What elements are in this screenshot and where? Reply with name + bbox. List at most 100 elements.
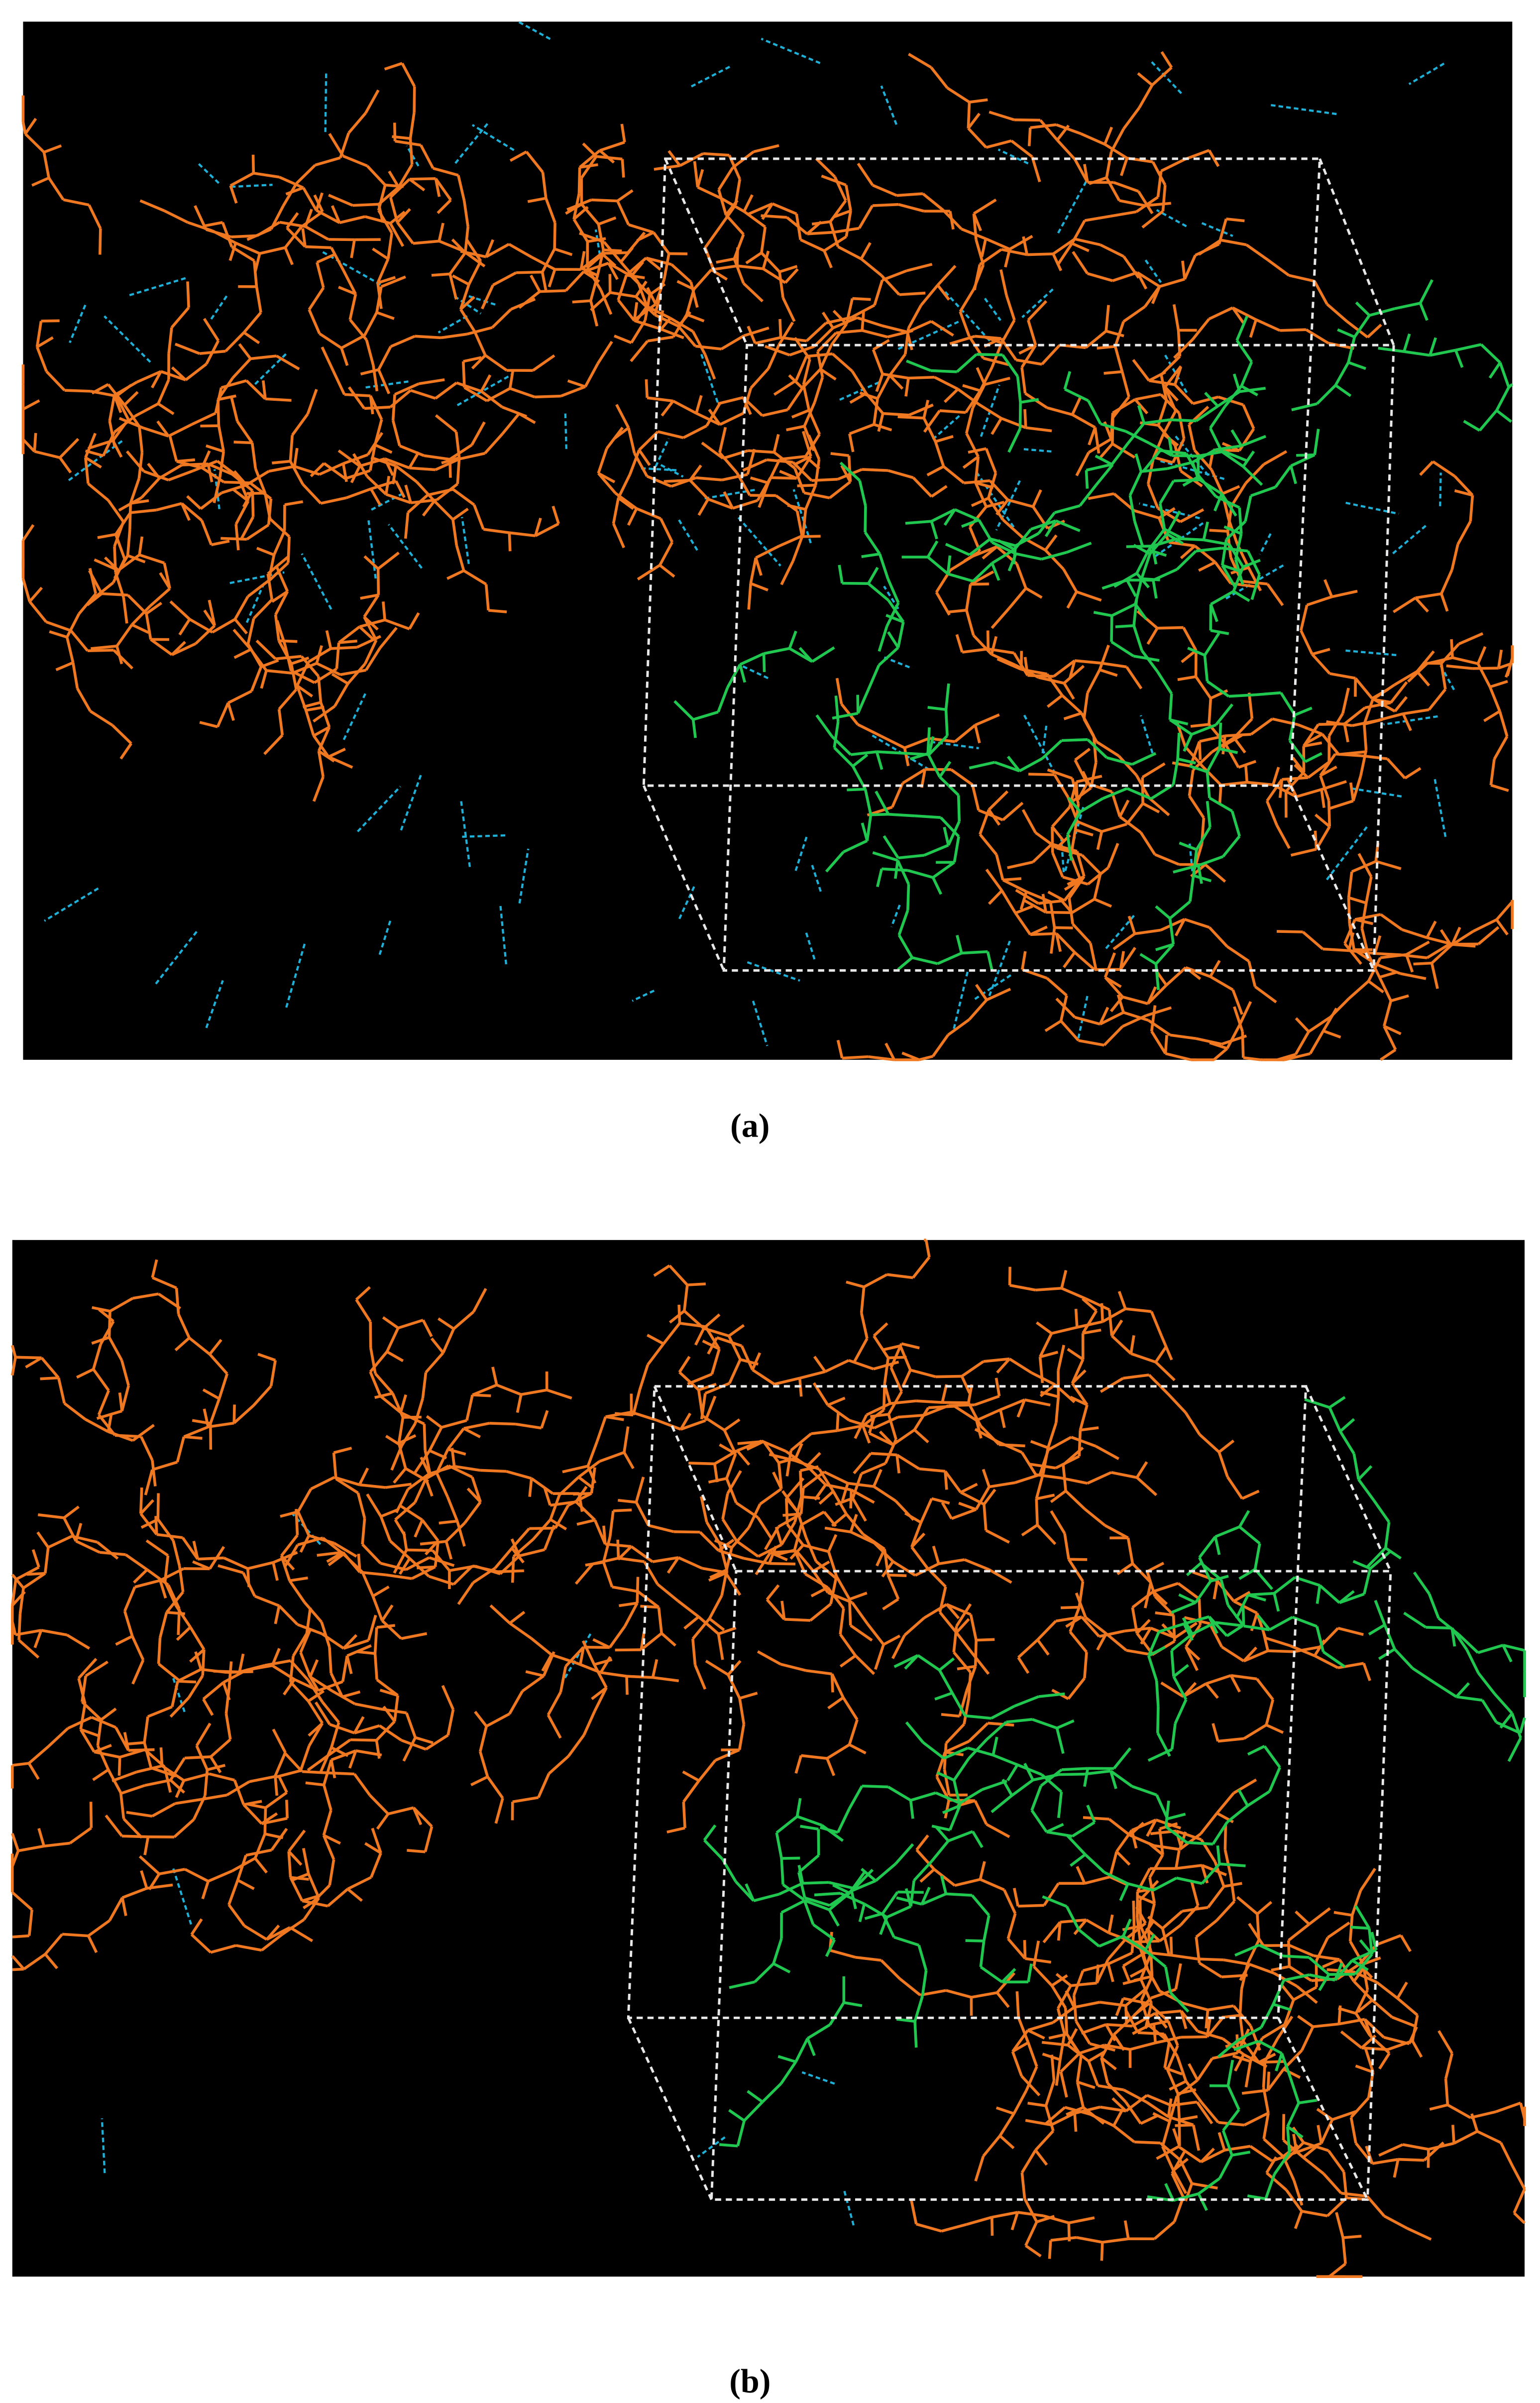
bond [444,1541,453,1560]
bond [1005,295,1016,321]
ligand-bond [1419,302,1429,321]
hydrogen-bond [356,786,401,832]
bond [187,221,213,232]
bond [973,264,982,291]
ligand-bond [881,1891,899,1915]
bond [485,1713,510,1727]
bond [501,406,528,418]
bond [948,608,967,614]
bond [1220,781,1247,787]
bond [173,1818,195,1838]
ligand-bond [1322,1650,1346,1668]
bond [422,1319,433,1337]
bond [1017,1638,1039,1659]
bond [934,441,945,467]
bond [996,658,1022,671]
bond [369,1371,382,1397]
ligand-bond [881,1913,895,1938]
bond [530,1637,552,1656]
ligand-bond [910,1791,936,1802]
bond [869,1432,894,1446]
hydrogen-bond [378,920,392,955]
bond [603,241,622,263]
bond [553,223,556,249]
bond [1108,1309,1113,1336]
bond [429,1556,455,1567]
bond [163,563,171,589]
bond [150,638,173,656]
ligand-bond [896,2018,915,2023]
ligand-bond [1142,450,1162,472]
bond [991,653,1016,667]
bond [910,1522,922,1548]
bond [1117,1291,1127,1309]
bond [1308,1016,1331,1033]
bond [1234,2054,1245,2072]
bond [360,593,379,600]
bond [738,1698,746,1724]
bond [1440,643,1460,665]
bond [1025,2244,1042,2258]
bond [785,1498,789,1525]
bond [1017,2017,1029,2043]
bond [480,284,495,310]
bond [302,1848,310,1874]
bond [1212,1047,1228,1061]
ligand-bond [1066,811,1082,835]
bond [597,224,605,250]
ligand-bond [1192,448,1216,464]
bond [208,1421,234,1429]
bond [71,662,79,689]
bond [1321,733,1340,756]
bond [582,1711,596,1736]
hydrogen-bond [737,517,781,567]
bond [596,341,613,364]
bond [121,1887,147,1899]
ligand-bond [961,950,988,955]
bond [1086,669,1101,694]
ligand-bond [898,854,925,860]
bond [989,111,1015,121]
bond [727,1335,742,1361]
bond [1188,424,1196,451]
bond [130,499,149,505]
ligand-bond [1170,418,1197,423]
bond [528,1478,533,1497]
bond [886,1273,913,1279]
ligand-bond [1493,1693,1513,1715]
bond [887,469,914,479]
bond [983,1488,996,1505]
bond [348,1750,357,1769]
bond [21,578,31,602]
bond [389,1540,411,1560]
bond [156,502,182,512]
bond [278,688,298,710]
bond [200,491,222,510]
bond [1265,2156,1278,2174]
bond [246,618,255,645]
bond [1452,656,1478,665]
ligand-bond [1015,552,1042,561]
bond [337,449,361,467]
bond [1106,843,1119,869]
ligand-bond [1351,1948,1377,1962]
bond [1023,1940,1027,1959]
bond [1080,1426,1099,1432]
ligand-bond [986,951,993,970]
hydrogen-bond [678,884,696,919]
bond [376,1813,390,1830]
ligand-bond [1292,1615,1318,1628]
bond [636,507,661,520]
bond [999,338,1017,361]
bond [876,1548,886,1567]
bond [385,1327,400,1353]
bond [1220,238,1247,246]
bond [602,1562,614,1588]
bond [1150,1626,1176,1639]
ligand-bond [1286,2102,1300,2128]
bond [148,1873,161,1891]
bond [550,1518,567,1531]
bond [1137,72,1153,87]
bond [23,1953,46,1970]
bond [190,1933,212,1953]
